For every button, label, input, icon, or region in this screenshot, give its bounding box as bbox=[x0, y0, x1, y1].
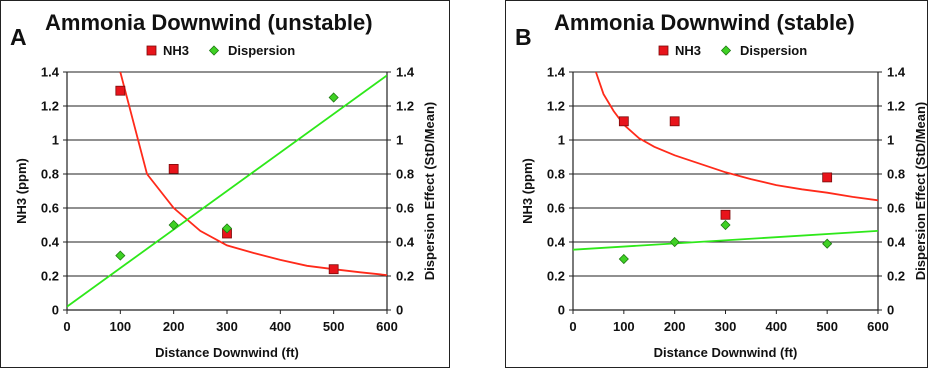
y2-tick-label: 0.8 bbox=[887, 167, 905, 182]
chart-frame bbox=[0, 0, 450, 368]
legend-label-dispersion: Dispersion bbox=[740, 43, 807, 58]
dispersion-data-point bbox=[618, 253, 629, 265]
x-tick-label: 500 bbox=[323, 319, 345, 334]
chart-panel-a: 0 0 0.2 0.2 0.4 0.4 0.6 0.6 0.8 0.8 1 1 1.2 1.2 1.4 1.4… bbox=[0, 0, 450, 368]
y-tick-label: 0 bbox=[52, 303, 59, 318]
nh3-data-point bbox=[168, 163, 179, 174]
x-axis-title: Distance Downwind (ft) bbox=[654, 345, 798, 360]
x-tick-label: 600 bbox=[376, 319, 398, 334]
y-tick-label: 0.6 bbox=[41, 201, 59, 216]
nh3-data-point bbox=[115, 85, 126, 96]
y2-tick-label: 1.2 bbox=[887, 99, 905, 114]
y2-tick-label: 0.4 bbox=[887, 235, 906, 250]
chart-title: Ammonia Downwind (stable) bbox=[554, 10, 855, 35]
dispersion-data-point bbox=[168, 219, 179, 231]
y-tick-label: 1.4 bbox=[547, 65, 566, 80]
y2-tick-label: 0.6 bbox=[887, 201, 905, 216]
y2-axis-title: Dispersion Effect (StD/Mean) bbox=[422, 102, 437, 280]
legend-marker-dispersion bbox=[720, 45, 732, 56]
y2-tick-label: 1.2 bbox=[396, 99, 414, 114]
x-tick-label: 0 bbox=[63, 319, 70, 334]
trendlines bbox=[573, 72, 878, 251]
nh3-trendline bbox=[119, 72, 387, 276]
y2-tick-label: 1 bbox=[887, 133, 894, 148]
legend: NH3 Dispersion bbox=[146, 43, 295, 58]
y2-tick-label: 0 bbox=[396, 303, 403, 318]
dispersion-data-point bbox=[221, 223, 233, 234]
x-tick-label: 500 bbox=[816, 319, 838, 334]
legend-marker-nh3 bbox=[658, 45, 669, 56]
nh3-data-point bbox=[328, 264, 339, 275]
legend-marker-nh3 bbox=[146, 45, 157, 56]
y2-tick-label: 0.4 bbox=[396, 235, 415, 250]
y-tick-label: 0.4 bbox=[41, 235, 60, 250]
y2-tick-label: 0.2 bbox=[396, 269, 414, 284]
x-tick-label: 400 bbox=[765, 319, 787, 334]
y-tick-label: 1.2 bbox=[547, 99, 565, 114]
x-tick-label: 200 bbox=[664, 319, 686, 334]
nh3-data-point bbox=[669, 116, 680, 127]
x-tick-label: 100 bbox=[613, 319, 635, 334]
dispersion-data-point bbox=[720, 219, 731, 231]
y-tick-label: 1 bbox=[52, 133, 59, 148]
y2-tick-label: 0.8 bbox=[396, 167, 414, 182]
legend: NH3 Dispersion bbox=[658, 43, 807, 58]
y-tick-label: 1 bbox=[558, 133, 565, 148]
nh3-data-point bbox=[618, 116, 629, 127]
dispersion-data-point bbox=[115, 250, 126, 261]
y-tick-label: 0.8 bbox=[41, 167, 59, 182]
dispersion-trendline bbox=[573, 230, 878, 251]
y-tick-label: 1.4 bbox=[41, 65, 60, 80]
x-tick-label: 0 bbox=[569, 319, 576, 334]
nh3-data-point bbox=[720, 209, 731, 220]
x-tick-label: 100 bbox=[109, 319, 131, 334]
y2-tick-label: 1.4 bbox=[887, 65, 906, 80]
y-tick-label: 0.2 bbox=[547, 269, 565, 284]
y2-tick-label: 1.4 bbox=[396, 65, 415, 80]
panel-label: B bbox=[515, 24, 532, 50]
y2-tick-label: 0.6 bbox=[396, 201, 414, 216]
x-tick-label: 300 bbox=[216, 319, 238, 334]
y-tick-label: 0.2 bbox=[41, 269, 59, 284]
y-tick-label: 0.4 bbox=[547, 235, 566, 250]
x-tick-label: 300 bbox=[715, 319, 737, 334]
x-axis-title: Distance Downwind (ft) bbox=[155, 345, 299, 360]
y-axis-title: NH3 (ppm) bbox=[14, 158, 29, 224]
chart-frame bbox=[505, 0, 928, 368]
x-tick-label: 400 bbox=[269, 319, 291, 334]
chart-svg: 0 00.2 0.20.4 0.40.6 0.60.8 0.81 11.2 1.21.4 1.4… bbox=[0, 0, 450, 368]
y-tick-label: 0 bbox=[558, 303, 565, 318]
y-tick-label: 1.2 bbox=[41, 99, 59, 114]
y2-tick-label: 1 bbox=[396, 133, 403, 148]
y2-tick-label: 0.2 bbox=[887, 269, 905, 284]
chart-svg: 0 00.2 0.20.4 0.40.6 0.60.8 0.81 11.2 1.21.4 1.4… bbox=[505, 0, 928, 368]
dispersion-trendline bbox=[67, 74, 387, 308]
chart-title: Ammonia Downwind (unstable) bbox=[45, 10, 373, 35]
x-tick-label: 200 bbox=[163, 319, 185, 334]
dispersion-data-point bbox=[822, 238, 833, 249]
dispersion-data-point bbox=[669, 236, 680, 248]
nh3-trendline bbox=[595, 72, 878, 202]
legend-marker-dispersion bbox=[208, 45, 220, 56]
y2-tick-label: 0 bbox=[887, 303, 894, 318]
y-axis-title: NH3 (ppm) bbox=[520, 158, 535, 224]
dispersion-data-point bbox=[328, 92, 339, 103]
chart-panel-b: 0 0 0.2 0.2 0.4 0.4 0.6 0.6 0.8 0.8 1 1 1.2 1.2 1.4 1.4… bbox=[505, 0, 928, 368]
legend-label-nh3: NH3 bbox=[675, 43, 701, 58]
x-tick-label: 600 bbox=[867, 319, 889, 334]
y-tick-label: 0.6 bbox=[547, 201, 565, 216]
trendlines bbox=[67, 72, 387, 308]
y-tick-label: 0.8 bbox=[547, 167, 565, 182]
legend-label-dispersion: Dispersion bbox=[228, 43, 295, 58]
nh3-data-point bbox=[822, 172, 833, 183]
legend-label-nh3: NH3 bbox=[163, 43, 189, 58]
y2-axis-title: Dispersion Effect (StD/Mean) bbox=[913, 102, 928, 280]
panel-label: A bbox=[10, 24, 27, 50]
